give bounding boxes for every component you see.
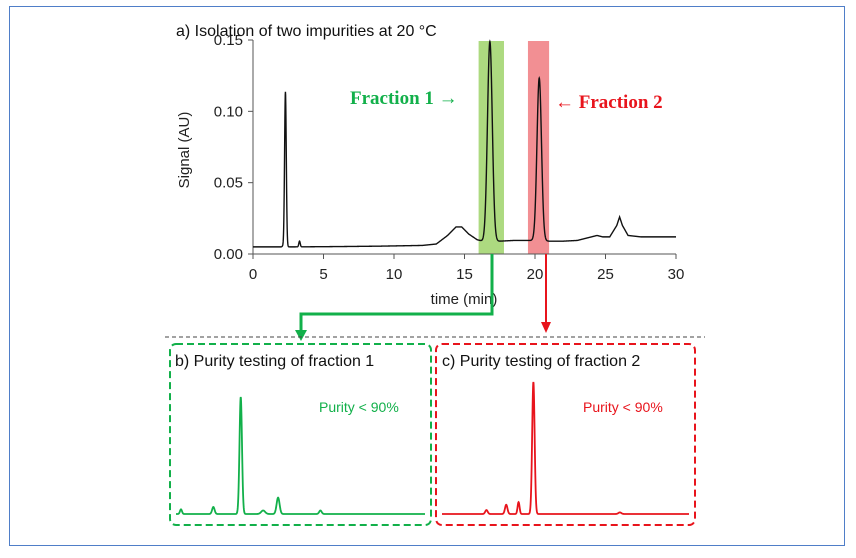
fraction-2-arrowhead <box>541 322 551 333</box>
main-chromatogram-series <box>253 39 676 248</box>
panel-b-purity-label: Purity < 90% <box>319 399 399 415</box>
x-axis-label: time (min) <box>431 291 498 308</box>
fraction-1-arrow <box>299 254 494 332</box>
panel-c-chromatogram-series <box>442 381 689 515</box>
main-chart: 0.00 0.05 0.10 0.15 0 5 10 15 20 25 30 a) Isolati… <box>176 23 684 308</box>
panel-b-title: b) Purity testing of fraction 1 <box>175 353 374 370</box>
fraction-2-label: ← Fraction 2 <box>555 92 663 113</box>
fraction-1-label: Fraction 1 → <box>350 88 458 109</box>
main-chart-title: a) Isolation of two impurities at 20 °C <box>176 23 437 40</box>
fraction-1-arrowhead <box>295 330 307 341</box>
panel-b-chromatogram-series <box>176 396 425 515</box>
x-tick-label: 25 <box>597 266 614 283</box>
panel-b-border <box>169 343 432 526</box>
panel-c-border <box>435 343 696 526</box>
fraction-2-region <box>527 41 550 254</box>
x-tick-label: 20 <box>527 266 544 283</box>
panel-b: b) Purity testing of fraction 1 Purity <… <box>169 343 432 526</box>
x-tick-label: 15 <box>456 266 473 283</box>
panel-c-purity-label: Purity < 90% <box>583 399 663 415</box>
panel-c: c) Purity testing of fraction 2 Purity <… <box>435 343 696 526</box>
x-tick-label: 0 <box>249 266 257 283</box>
y-tick-label: 0.10 <box>214 103 243 120</box>
x-tick-label: 10 <box>386 266 403 283</box>
y-tick-label: 0.00 <box>214 246 243 263</box>
y-tick-label: 0.15 <box>214 32 243 49</box>
y-axis-label: Signal (AU) <box>176 112 193 189</box>
panel-c-title: c) Purity testing of fraction 2 <box>442 353 640 370</box>
y-tick-label: 0.05 <box>214 175 243 192</box>
x-tick-label: 5 <box>319 266 327 283</box>
figure-frame <box>9 6 845 546</box>
x-tick-label: 30 <box>668 266 685 283</box>
